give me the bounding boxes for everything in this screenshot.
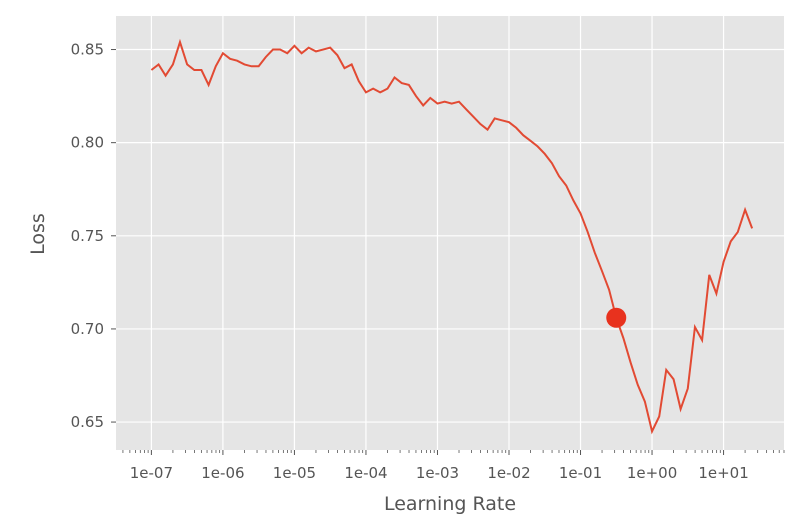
grid-lines (116, 16, 784, 450)
y-axis-label: Loss (27, 213, 49, 255)
x-minor-ticks (122, 450, 785, 453)
loss-series-line (150, 38, 754, 435)
x-tick-label-1: 1e-06 (201, 464, 244, 482)
axis-major-ticks (111, 49, 725, 455)
x-tick-label-8: 1e+01 (698, 464, 748, 482)
x-tick-label-2: 1e-05 (273, 464, 316, 482)
x-tick-label-5: 1e-02 (487, 464, 530, 482)
x-tick-label-3: 1e-04 (344, 464, 387, 482)
y-tick-label-4: 0.85 (71, 41, 104, 59)
x-tick-labels: 1e-07 1e-06 1e-05 1e-04 1e-03 1e-02 1e-01 1e+00… (130, 464, 749, 482)
plot-background (116, 16, 784, 450)
y-tick-label-1: 0.70 (71, 320, 104, 338)
x-tick-label-7: 1e+00 (627, 464, 677, 482)
suggested-lr-marker (606, 307, 627, 328)
y-tick-label-0: 0.65 (71, 413, 104, 431)
y-tick-label-3: 0.80 (71, 134, 104, 152)
x-tick-label-6: 1e-01 (559, 464, 602, 482)
x-axis-label: Learning Rate (384, 493, 516, 515)
x-tick-label-4: 1e-03 (416, 464, 459, 482)
y-tick-labels: 0.65 0.70 0.75 0.80 0.85 (71, 41, 104, 432)
y-tick-label-2: 0.75 (71, 227, 104, 245)
x-tick-label-0: 1e-07 (130, 464, 173, 482)
